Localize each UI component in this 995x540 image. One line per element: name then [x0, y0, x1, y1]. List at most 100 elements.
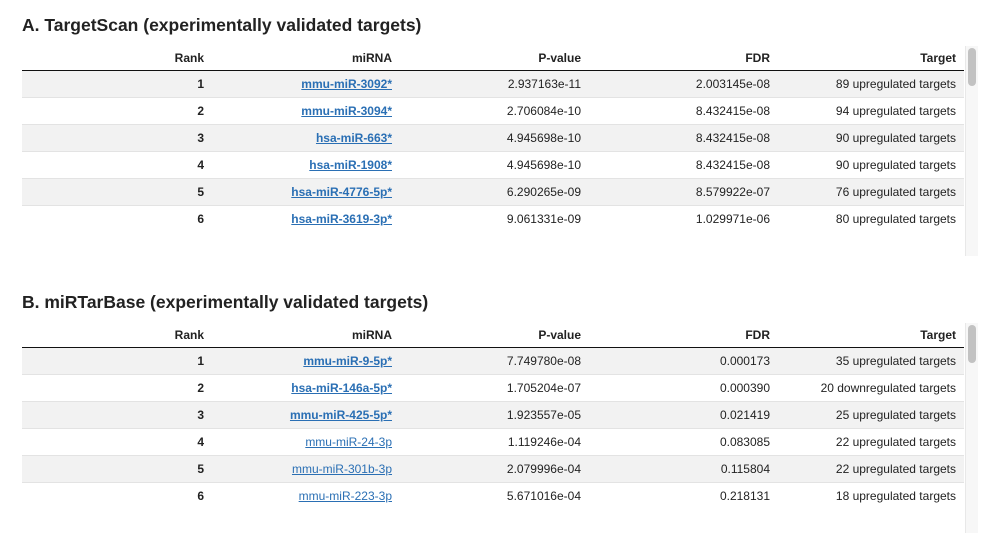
mirna-cell: mmu-miR-425-5p* [212, 401, 400, 429]
column-header-mirna[interactable]: miRNA [212, 323, 400, 348]
target-cell: 22 upregulated targets [778, 428, 964, 456]
mirna-cell: hsa-miR-4776-5p* [212, 178, 400, 206]
mirna-cell: hsa-miR-3619-3p* [212, 205, 400, 232]
mirna-cell: hsa-miR-146a-5p* [212, 374, 400, 402]
column-header-mirna[interactable]: miRNA [212, 46, 400, 71]
fdr-cell: 8.432415e-08 [589, 124, 778, 152]
table-header-row: Rank miRNA P-value FDR Target [22, 323, 964, 348]
fdr-cell: 0.000173 [589, 347, 778, 375]
table-row: 3 mmu-miR-425-5p* 1.923557e-05 0.021419 … [22, 401, 964, 429]
mirna-cell: mmu-miR-24-3p [212, 428, 400, 456]
mirna-link[interactable]: mmu-miR-223-3p [298, 489, 392, 503]
target-cell: 18 upregulated targets [778, 482, 964, 509]
fdr-cell: 2.003145e-08 [589, 70, 778, 98]
mirna-link[interactable]: mmu-miR-3092* [301, 77, 392, 91]
table-row: 5 mmu-miR-301b-3p 2.079996e-04 0.115804 … [22, 455, 964, 483]
fdr-cell: 0.218131 [589, 482, 778, 509]
rank-cell: 1 [22, 347, 212, 375]
column-header-fdr[interactable]: FDR [589, 323, 778, 348]
mirna-cell: mmu-miR-3094* [212, 97, 400, 125]
table-row: 4 hsa-miR-1908* 4.945698e-10 8.432415e-0… [22, 151, 964, 179]
fdr-cell: 8.432415e-08 [589, 151, 778, 179]
rank-cell: 5 [22, 178, 212, 206]
table-header-row: Rank miRNA P-value FDR Target [22, 46, 964, 71]
pvalue-cell: 5.671016e-04 [400, 482, 589, 509]
table-row: 4 mmu-miR-24-3p 1.119246e-04 0.083085 22… [22, 428, 964, 456]
table-row: 1 mmu-miR-3092* 2.937163e-11 2.003145e-0… [22, 70, 964, 98]
mirna-link[interactable]: hsa-miR-4776-5p* [291, 185, 392, 199]
pvalue-cell: 4.945698e-10 [400, 124, 589, 152]
target-cell: 20 downregulated targets [778, 374, 964, 402]
rank-cell: 4 [22, 428, 212, 456]
target-cell: 94 upregulated targets [778, 97, 964, 125]
mirna-cell: mmu-miR-3092* [212, 70, 400, 98]
pvalue-cell: 1.705204e-07 [400, 374, 589, 402]
mirna-cell: mmu-miR-9-5p* [212, 347, 400, 375]
mirna-link[interactable]: hsa-miR-663* [315, 131, 392, 145]
pvalue-cell: 2.937163e-11 [400, 70, 589, 98]
rank-cell: 5 [22, 455, 212, 483]
target-cell: 25 upregulated targets [778, 401, 964, 429]
fdr-cell: 0.021419 [589, 401, 778, 429]
targetscan-section: A. TargetScan (experimentally validated … [22, 14, 978, 256]
table-row: 2 mmu-miR-3094* 2.706084e-10 8.432415e-0… [22, 97, 964, 125]
target-cell: 35 upregulated targets [778, 347, 964, 375]
mirna-link[interactable]: mmu-miR-9-5p* [303, 354, 392, 368]
pvalue-cell: 2.079996e-04 [400, 455, 589, 483]
mirna-link[interactable]: hsa-miR-3619-3p* [291, 212, 392, 226]
table-row: 3 hsa-miR-663* 4.945698e-10 8.432415e-08… [22, 124, 964, 152]
rank-cell: 3 [22, 124, 212, 152]
target-cell: 89 upregulated targets [778, 70, 964, 98]
pvalue-cell: 1.119246e-04 [400, 428, 589, 456]
target-cell: 76 upregulated targets [778, 178, 964, 206]
table-row: 6 mmu-miR-223-3p 5.671016e-04 0.218131 1… [22, 482, 964, 509]
mirna-cell: hsa-miR-663* [212, 124, 400, 152]
target-cell: 90 upregulated targets [778, 124, 964, 152]
rank-cell: 2 [22, 97, 212, 125]
section-b-title: B. miRTarBase (experimentally validated … [22, 292, 429, 312]
fdr-cell: 0.000390 [589, 374, 778, 402]
mirna-link[interactable]: hsa-miR-1908* [309, 158, 392, 172]
table-row: 5 hsa-miR-4776-5p* 6.290265e-09 8.579922… [22, 178, 964, 206]
rank-cell: 4 [22, 151, 212, 179]
column-header-rank[interactable]: Rank [22, 46, 212, 71]
pvalue-cell: 4.945698e-10 [400, 151, 589, 179]
rank-cell: 2 [22, 374, 212, 402]
table-row: 6 hsa-miR-3619-3p* 9.061331e-09 1.029971… [22, 205, 964, 232]
mirtarbase-table: Rank miRNA P-value FDR Target 1 mmu-miR-… [22, 323, 964, 509]
pvalue-cell: 1.923557e-05 [400, 401, 589, 429]
column-header-fdr[interactable]: FDR [589, 46, 778, 71]
mirtarbase-table-viewport[interactable]: Rank miRNA P-value FDR Target 1 mmu-miR-… [22, 323, 964, 533]
targetscan-scrollbar[interactable] [965, 46, 978, 256]
mirtarbase-section: B. miRTarBase (experimentally validated … [22, 291, 978, 533]
mirna-link[interactable]: mmu-miR-425-5p* [289, 408, 392, 422]
mirna-link[interactable]: hsa-miR-146a-5p* [291, 381, 392, 395]
pvalue-cell: 9.061331e-09 [400, 205, 589, 232]
scrollbar-thumb[interactable] [968, 48, 976, 86]
targetscan-table-viewport[interactable]: Rank miRNA P-value FDR Target 1 mmu-miR-… [22, 46, 964, 256]
scrollbar-thumb[interactable] [968, 325, 976, 363]
fdr-cell: 8.579922e-07 [589, 178, 778, 206]
column-header-target[interactable]: Target [778, 46, 964, 71]
column-header-rank[interactable]: Rank [22, 323, 212, 348]
fdr-cell: 8.432415e-08 [589, 97, 778, 125]
mirna-link[interactable]: mmu-miR-3094* [301, 104, 392, 118]
fdr-cell: 0.115804 [589, 455, 778, 483]
targetscan-table: Rank miRNA P-value FDR Target 1 mmu-miR-… [22, 46, 964, 232]
rank-cell: 3 [22, 401, 212, 429]
column-header-target[interactable]: Target [778, 323, 964, 348]
mirna-cell: mmu-miR-301b-3p [212, 455, 400, 483]
target-cell: 80 upregulated targets [778, 205, 964, 232]
mirna-cell: mmu-miR-223-3p [212, 482, 400, 509]
column-header-pvalue[interactable]: P-value [400, 323, 589, 348]
mirtarbase-scrollbar[interactable] [965, 323, 978, 533]
fdr-cell: 1.029971e-06 [589, 205, 778, 232]
rank-cell: 6 [22, 482, 212, 509]
pvalue-cell: 2.706084e-10 [400, 97, 589, 125]
rank-cell: 1 [22, 70, 212, 98]
column-header-pvalue[interactable]: P-value [400, 46, 589, 71]
table-row: 2 hsa-miR-146a-5p* 1.705204e-07 0.000390… [22, 374, 964, 402]
mirna-link[interactable]: mmu-miR-24-3p [305, 435, 392, 449]
pvalue-cell: 6.290265e-09 [400, 178, 589, 206]
mirna-link[interactable]: mmu-miR-301b-3p [291, 462, 392, 476]
